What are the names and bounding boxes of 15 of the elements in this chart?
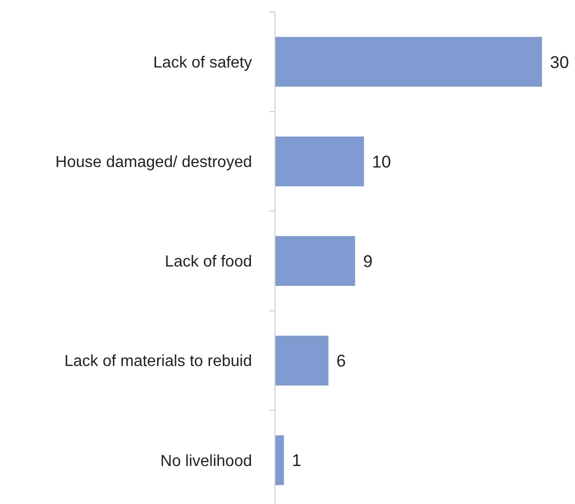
data-label: 9 <box>363 252 373 271</box>
y-tick-label: Lack of safety <box>153 54 252 72</box>
y-tick-label: Lack of food <box>164 254 252 271</box>
data-label: 30 <box>550 52 569 72</box>
data-label: 10 <box>372 152 391 172</box>
y-tick-label: House damaged/ destroyed <box>55 154 252 171</box>
bar <box>275 435 284 486</box>
bar <box>275 336 328 386</box>
bar <box>275 236 356 286</box>
y-tick-label: No livelihood <box>160 452 252 470</box>
bar <box>275 136 364 186</box>
data-label: 6 <box>336 352 346 371</box>
y-tick-label: Lack of materials to rebuid <box>64 353 252 370</box>
bar <box>275 36 542 87</box>
data-label: 1 <box>292 451 302 470</box>
